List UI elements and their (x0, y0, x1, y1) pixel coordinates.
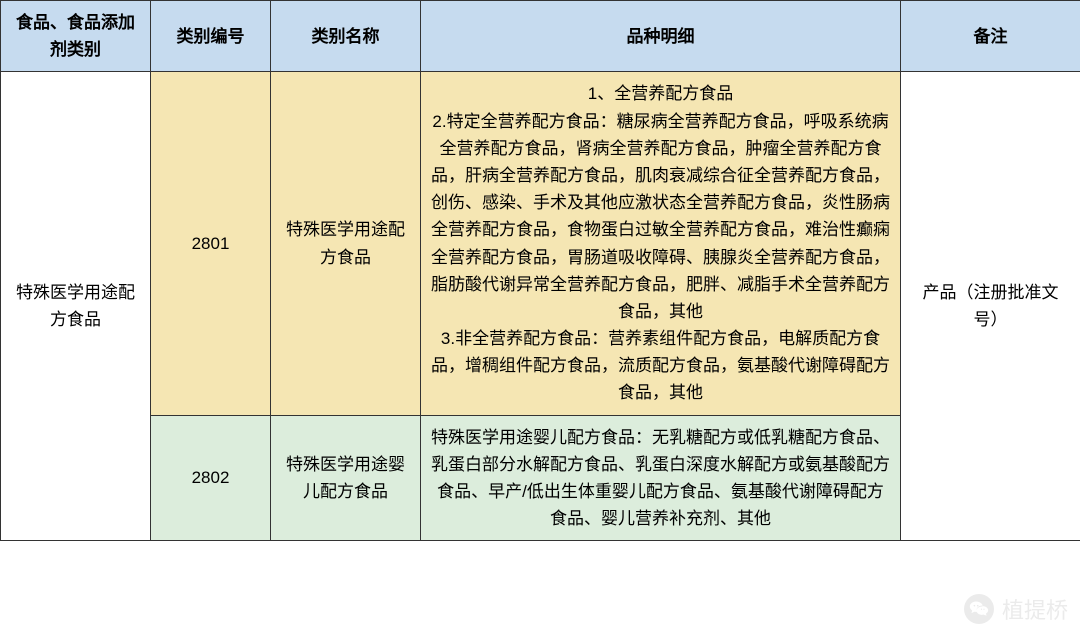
code-cell: 2801 (151, 72, 271, 415)
table-header-row: 食品、食品添加剂类别 类别编号 类别名称 品种明细 备注 (1, 1, 1080, 72)
category-cell: 特殊医学用途配方食品 (1, 72, 151, 541)
header-remark: 备注 (901, 1, 1080, 72)
detail-cell: 1、全营养配方食品 2.特定全营养配方食品：糖尿病全营养配方食品，呼吸系统病全营… (421, 72, 901, 415)
header-category: 食品、食品添加剂类别 (1, 1, 151, 72)
detail-cell: 特殊医学用途婴儿配方食品：无乳糖配方或低乳糖配方食品、乳蛋白部分水解配方食品、乳… (421, 415, 901, 541)
header-detail: 品种明细 (421, 1, 901, 72)
food-category-table: 食品、食品添加剂类别 类别编号 类别名称 品种明细 备注 特殊医学用途配方食品 … (0, 0, 1080, 541)
name-cell: 特殊医学用途配方食品 (271, 72, 421, 415)
header-name: 类别名称 (271, 1, 421, 72)
watermark-text: 植提桥 (1002, 593, 1068, 625)
wechat-icon (964, 594, 994, 624)
remark-cell: 产品（注册批准文号） (901, 72, 1080, 541)
header-code: 类别编号 (151, 1, 271, 72)
code-cell: 2802 (151, 415, 271, 541)
table-row: 特殊医学用途配方食品 2801 特殊医学用途配方食品 1、全营养配方食品 2.特… (1, 72, 1080, 415)
watermark: 植提桥 (964, 593, 1068, 625)
name-cell: 特殊医学用途婴儿配方食品 (271, 415, 421, 541)
